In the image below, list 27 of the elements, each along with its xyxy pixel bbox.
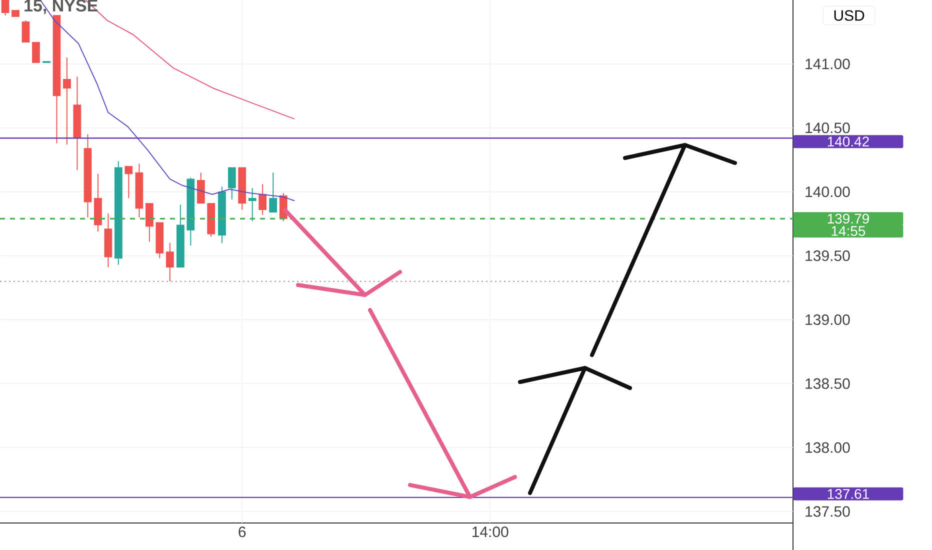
y-tick-label: 140.00 [806, 186, 850, 198]
ref-line-label: 140.42 [828, 136, 869, 147]
candlestick [166, 242, 174, 282]
y-tick-label: 141.00 [806, 58, 850, 70]
ref-line-label: 139.79 [828, 214, 869, 224]
candlestick [228, 167, 236, 200]
candlestick [269, 172, 278, 213]
ref-line-label: 137.61 [828, 488, 869, 499]
x-tick-label: 6 [238, 526, 246, 538]
candlestick [248, 187, 256, 222]
candlestick [32, 42, 40, 64]
y-tick-label: 139.00 [806, 314, 850, 325]
y-tick-label: 137.50 [806, 506, 850, 517]
candlestick [145, 202, 154, 242]
candlestick [124, 166, 133, 199]
candlestick [63, 57, 71, 145]
candlestick [196, 172, 205, 204]
y-tick-label: 138.00 [806, 442, 850, 453]
y-axis-title: USD [834, 10, 864, 21]
y-tick-label: 138.50 [806, 378, 850, 389]
candlestick [1, 0, 10, 16]
candlestick [22, 20, 30, 43]
candlestick [258, 184, 267, 216]
text: 14:55 [832, 226, 866, 236]
y-tick-label: 140.50 [806, 122, 850, 134]
x-tick-label: 14:00 [472, 526, 508, 538]
y-tick-label: 139.50 [806, 250, 850, 262]
